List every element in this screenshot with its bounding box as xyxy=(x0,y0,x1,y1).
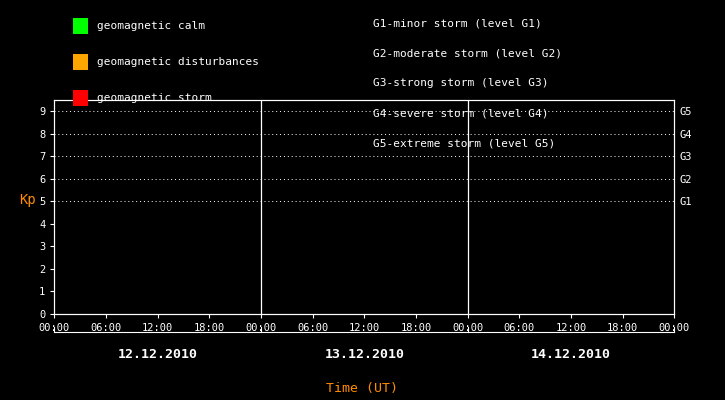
Text: geomagnetic storm: geomagnetic storm xyxy=(97,93,212,103)
Text: geomagnetic calm: geomagnetic calm xyxy=(97,21,205,31)
Text: G4-severe storm (level G4): G4-severe storm (level G4) xyxy=(373,108,549,118)
Text: 13.12.2010: 13.12.2010 xyxy=(324,348,405,361)
Text: 12.12.2010: 12.12.2010 xyxy=(117,348,198,361)
Text: G2-moderate storm (level G2): G2-moderate storm (level G2) xyxy=(373,48,563,58)
Text: G1-minor storm (level G1): G1-minor storm (level G1) xyxy=(373,18,542,28)
Text: 14.12.2010: 14.12.2010 xyxy=(531,348,611,361)
Text: G3-strong storm (level G3): G3-strong storm (level G3) xyxy=(373,78,549,88)
Y-axis label: Kp: Kp xyxy=(20,193,36,207)
Text: G5-extreme storm (level G5): G5-extreme storm (level G5) xyxy=(373,138,555,148)
Text: geomagnetic disturbances: geomagnetic disturbances xyxy=(97,57,259,67)
Text: Time (UT): Time (UT) xyxy=(326,382,399,395)
